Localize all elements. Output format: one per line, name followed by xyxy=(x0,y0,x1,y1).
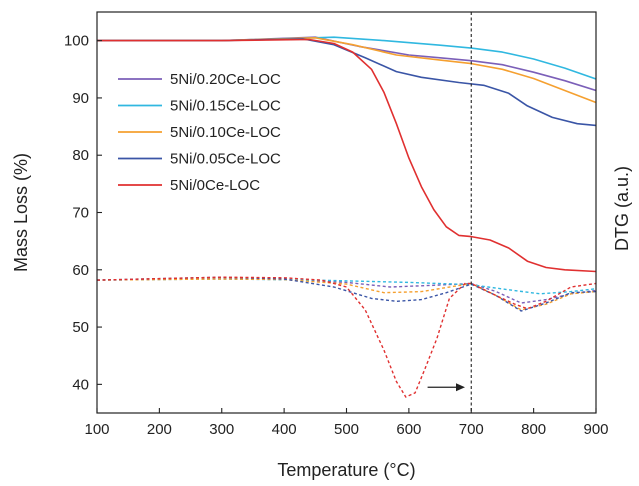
y-axis-title: Mass Loss (%) xyxy=(11,153,31,272)
arrow-head xyxy=(456,383,466,392)
x-tick-label: 300 xyxy=(209,421,234,438)
y-axis: 40 50 60 70 80 90 100 xyxy=(64,33,102,393)
dtg-curve-2 xyxy=(97,278,596,311)
y-tick-label: 90 xyxy=(72,90,89,107)
y-tick-label: 60 xyxy=(72,262,89,279)
y-tick-label: 100 xyxy=(64,33,89,50)
y-tick-label: 80 xyxy=(72,147,89,164)
legend-label: 5Ni/0.05Ce-LOC xyxy=(170,151,281,168)
legend-label: 5Ni/0Ce-LOC xyxy=(170,177,260,194)
mass-loss-curve-4 xyxy=(97,38,596,273)
y-tick-label: 40 xyxy=(72,376,89,393)
x-tick-label: 500 xyxy=(334,421,359,438)
legend: 5Ni/0.20Ce-LOC 5Ni/0.15Ce-LOC 5Ni/0.10Ce-L… xyxy=(118,71,281,194)
x-axis-title: Temperature (°C) xyxy=(277,460,415,480)
x-tick-label: 100 xyxy=(84,421,109,438)
plot-area xyxy=(97,12,596,413)
x-tick-label: 400 xyxy=(272,421,297,438)
right-axis-title: DTG (a.u.) xyxy=(612,166,632,251)
dtg-curve-4 xyxy=(97,276,596,398)
x-tick-label: 200 xyxy=(147,421,172,438)
x-tick-label: 900 xyxy=(583,421,608,438)
y-tick-label: 50 xyxy=(72,319,89,336)
x-tick-label: 800 xyxy=(521,421,546,438)
legend-label: 5Ni/0.20Ce-LOC xyxy=(170,71,281,88)
x-tick-label: 600 xyxy=(396,421,421,438)
x-axis: 100 200 300 400 500 600 700 800 900 xyxy=(84,408,609,438)
y-tick-label: 70 xyxy=(72,205,89,222)
legend-label: 5Ni/0.10Ce-LOC xyxy=(170,124,281,141)
dtg-curve-3 xyxy=(97,276,596,312)
legend-label: 5Ni/0.15Ce-LOC xyxy=(170,98,281,115)
x-tick-label: 700 xyxy=(459,421,484,438)
